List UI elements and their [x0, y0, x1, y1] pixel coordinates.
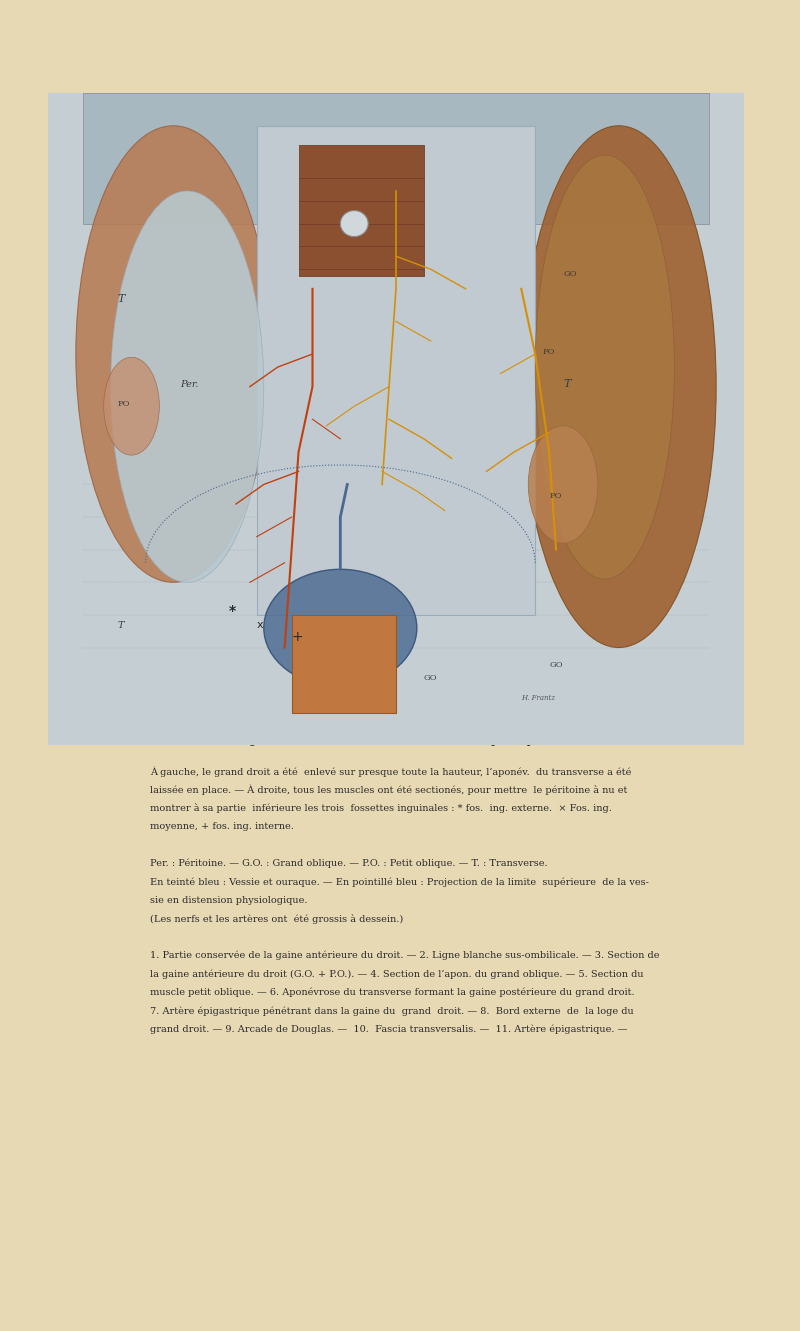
- Text: +: +: [292, 630, 303, 644]
- Text: GO: GO: [563, 270, 577, 278]
- Text: 29: 29: [123, 496, 134, 504]
- Text: 18: 18: [686, 590, 697, 598]
- Ellipse shape: [104, 357, 159, 455]
- Text: 30: 30: [123, 503, 134, 511]
- Text: grand droit. — 9. Arcade de Douglas. —  10.  Fascia transversalis. —  11. Artère: grand droit. — 9. Arcade de Douglas. — 1…: [150, 1025, 627, 1034]
- Bar: [292, 615, 396, 713]
- FancyBboxPatch shape: [138, 232, 677, 733]
- Ellipse shape: [528, 426, 598, 543]
- Text: 23: 23: [686, 635, 697, 643]
- Text: 41: 41: [123, 599, 134, 607]
- Text: 1: 1: [686, 394, 691, 402]
- Text: 38: 38: [123, 572, 134, 580]
- Text: 17: 17: [686, 572, 697, 580]
- Text: H. Frantz: H. Frantz: [522, 693, 555, 701]
- Text: 6: 6: [686, 466, 691, 474]
- Text: T: T: [118, 622, 124, 630]
- Text: 20: 20: [686, 612, 696, 620]
- Ellipse shape: [76, 126, 270, 583]
- Text: PO: PO: [542, 347, 554, 357]
- Text: 11: 11: [686, 516, 697, 524]
- Text: 13: 13: [686, 539, 697, 547]
- Text: PO: PO: [118, 401, 130, 409]
- Bar: [83, 93, 709, 224]
- Text: 16: 16: [686, 564, 697, 572]
- Text: 19: 19: [686, 602, 697, 610]
- Text: 12: 12: [686, 528, 697, 536]
- Text: moyenne, + fos. ing. interne.: moyenne, + fos. ing. interne.: [150, 821, 294, 831]
- Text: 42: 42: [123, 608, 134, 616]
- Text: 3: 3: [686, 434, 691, 442]
- Text: 7: 7: [686, 475, 691, 483]
- Text: sie en distension physiologique.: sie en distension physiologique.: [150, 896, 307, 905]
- Text: 26: 26: [123, 475, 134, 483]
- Text: 32: 32: [123, 515, 134, 523]
- Text: x: x: [257, 620, 263, 630]
- Text: 10: 10: [686, 506, 697, 514]
- Text: 34: 34: [123, 534, 134, 542]
- Text: En teinté bleu : Vessie et ouraque. — En pointillé bleu : Projection de la limit: En teinté bleu : Vessie et ouraque. — En…: [150, 877, 649, 886]
- Text: 14: 14: [686, 547, 697, 555]
- Text: 8: 8: [686, 484, 691, 492]
- Text: 28: 28: [123, 488, 134, 496]
- Circle shape: [340, 210, 368, 237]
- Text: Per. : Péritoine. — G.O. : Grand oblique. — P.O. : Petit oblique. — T. : Transve: Per. : Péritoine. — G.O. : Grand oblique…: [150, 858, 547, 868]
- Text: 2: 2: [686, 417, 691, 425]
- Bar: [298, 145, 424, 276]
- Bar: [257, 126, 535, 615]
- Text: 35: 35: [123, 543, 134, 551]
- Text: 40: 40: [123, 590, 134, 598]
- Text: 1. Partie conservée de la gaine antérieure du droit. — 2. Ligne blanche sus-ombi: 1. Partie conservée de la gaine antérieu…: [150, 950, 659, 961]
- Text: 39: 39: [123, 582, 134, 590]
- Text: 5: 5: [686, 455, 691, 463]
- Text: PO: PO: [549, 491, 562, 499]
- Text: À gauche, le grand droit a été  enlevé sur presque toute la hauteur, l’aponév.  : À gauche, le grand droit a été enlevé su…: [150, 767, 631, 777]
- Text: GO: GO: [549, 662, 562, 669]
- Text: muscle petit oblique. — 6. Aponévrose du transverse formant la gaine postérieure: muscle petit oblique. — 6. Aponévrose du…: [150, 988, 634, 997]
- Text: 521: 521: [646, 220, 674, 233]
- Text: ANATOMIE CHIRURGICALE DE LA VESSIE.: ANATOMIE CHIRURGICALE DE LA VESSIE.: [186, 220, 534, 233]
- Text: laissée en place. — À droite, tous les muscles ont été sectionés, pour mettre  l: laissée en place. — À droite, tous les m…: [150, 785, 627, 796]
- Text: *: *: [229, 604, 236, 618]
- Ellipse shape: [110, 192, 264, 583]
- Text: 25: 25: [123, 470, 134, 478]
- Text: la gaine antérieure du droit (G.O. + P.O.). — 4. Section de l’apon. du grand obl: la gaine antérieure du droit (G.O. + P.O…: [150, 969, 643, 978]
- Ellipse shape: [522, 126, 716, 648]
- Ellipse shape: [264, 570, 417, 687]
- Text: Fig. 215. — Paroi abdominale antérieure : plans profonds.: Fig. 215. — Paroi abdominale antérieure …: [237, 732, 583, 745]
- Text: 24: 24: [686, 642, 697, 650]
- Text: Per.: Per.: [180, 379, 198, 389]
- Text: T: T: [563, 378, 570, 389]
- Text: GO: GO: [424, 673, 438, 683]
- Text: 33: 33: [123, 524, 134, 532]
- Text: 4: 4: [686, 445, 691, 453]
- Text: T: T: [118, 294, 125, 303]
- Text: 37: 37: [123, 563, 134, 571]
- Text: montrer à sa partie  inférieure les trois  fossettes inguinales : * fos.  ing. e: montrer à sa partie inférieure les trois…: [150, 804, 611, 813]
- Text: (Les nerfs et les artères ont  été grossis à dessein.): (Les nerfs et les artères ont été grossi…: [150, 914, 403, 924]
- Text: 7. Artère épigastrique pénétrant dans la gaine du  grand  droit. — 8.  Bord exte: 7. Artère épigastrique pénétrant dans la…: [150, 1006, 634, 1016]
- Ellipse shape: [535, 156, 674, 579]
- Text: 36: 36: [123, 552, 134, 560]
- Text: 15: 15: [686, 556, 697, 564]
- Text: 31: 31: [123, 510, 134, 518]
- Text: 9: 9: [686, 494, 691, 502]
- Text: 21: 21: [686, 620, 697, 628]
- Text: 27: 27: [123, 482, 134, 490]
- Text: 22: 22: [686, 627, 696, 635]
